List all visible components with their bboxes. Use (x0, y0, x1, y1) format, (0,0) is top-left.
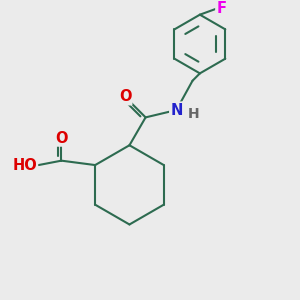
Text: O: O (119, 89, 131, 104)
Text: HO: HO (12, 158, 37, 172)
Text: N: N (170, 103, 183, 118)
Text: O: O (55, 130, 68, 146)
Text: H: H (188, 106, 199, 121)
Text: F: F (216, 1, 226, 16)
